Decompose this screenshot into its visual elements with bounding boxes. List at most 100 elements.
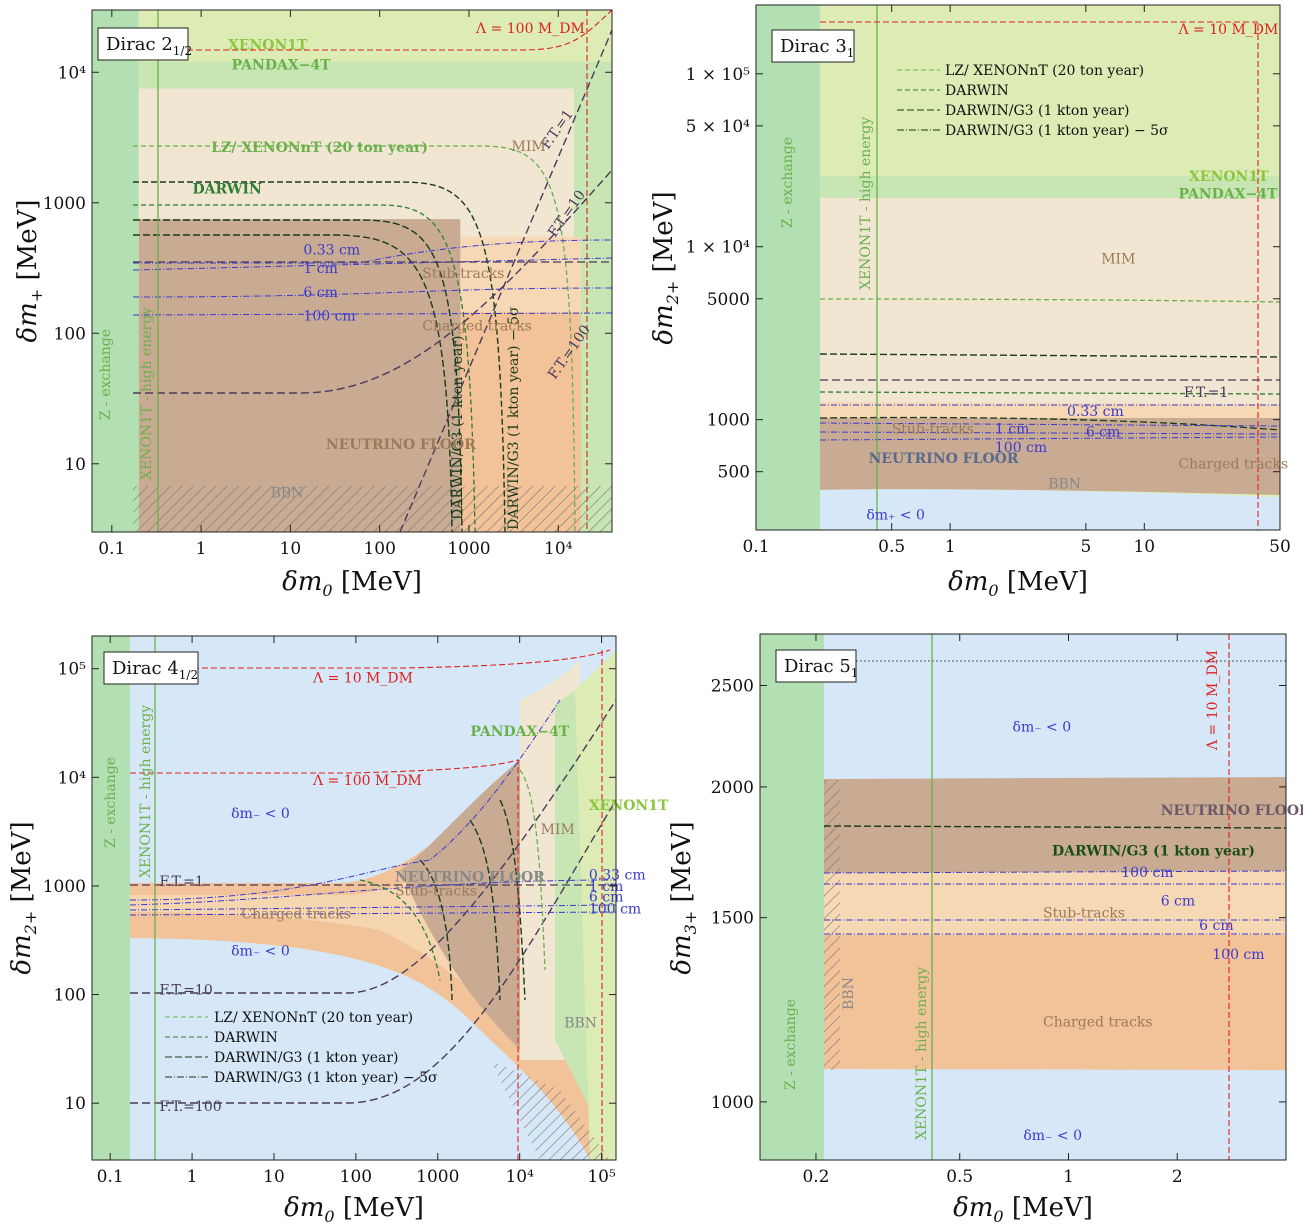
p3-title-sub: 1 bbox=[851, 666, 859, 680]
annotation-xenon1t: XENON1T bbox=[228, 37, 308, 53]
y-tick-label: 2000 bbox=[711, 778, 754, 798]
y-tick-label: 100 bbox=[54, 324, 86, 344]
stub-tracks-region bbox=[820, 402, 1280, 418]
p0-title-box: Dirac 21/2 bbox=[97, 27, 192, 61]
annotation-charged-tracks: Charged tracks bbox=[422, 318, 532, 334]
annotation-1-cm: 1 cm bbox=[995, 422, 1029, 438]
darwin-g3-5s-curve bbox=[819, 416, 1281, 431]
annotation-neutrino-floor: NEUTRINO FLOOR bbox=[1161, 803, 1303, 819]
charged-tracks-region bbox=[824, 935, 1286, 1070]
p0-region-layer bbox=[92, 10, 612, 533]
x-tick-label: 0.5 bbox=[946, 1167, 973, 1187]
annotation-0-33-cm: 0.33 cm bbox=[303, 243, 360, 259]
annotation-stub-tracks: Stub-tracks bbox=[1043, 906, 1125, 922]
annotation-xenon1t: XENON1T bbox=[1189, 169, 1269, 185]
x-tick-label: 0.1 bbox=[742, 537, 769, 557]
track-length-6cm bbox=[132, 287, 613, 298]
legend-darwin: DARWIN bbox=[945, 83, 1009, 99]
y-tick-label: 100 bbox=[54, 986, 86, 1006]
y-tick-label: 1500 bbox=[711, 909, 754, 929]
annotation-pandax-4t: PANDAX−4T bbox=[470, 724, 570, 740]
track-100cm bbox=[129, 911, 617, 916]
p1-ylabel: δm2+ [MeV] bbox=[649, 191, 682, 344]
annotation-1-cm: 1 cm bbox=[589, 879, 623, 895]
darwin-g3-curve bbox=[823, 825, 1287, 829]
annotation--100-m-dm: Λ = 100 M_DM bbox=[312, 773, 422, 789]
annotation-100-cm: 100 cm bbox=[303, 309, 355, 325]
panel-dirac-5-1: Z - exchange XENON1T - high energy BBN Λ… bbox=[667, 633, 1303, 1225]
annotation-bbn: BBN bbox=[271, 486, 304, 502]
p1-axes: 0.1 0.5 1 5 10 50 500 1000 5000 1 × 10⁴ 5 × 10⁴ 1 ×… bbox=[686, 5, 1291, 557]
neutrino-floor-region bbox=[824, 777, 1286, 873]
y-tick-label: 1000 bbox=[43, 877, 86, 897]
x-tick-label: 10 bbox=[280, 539, 302, 559]
region-neutrino-floor bbox=[138, 219, 461, 532]
darwin-g3-curve-2 bbox=[469, 819, 501, 1001]
x-tick-label: 100 bbox=[363, 539, 395, 559]
x-tick-label: 1000 bbox=[416, 1167, 459, 1187]
pandax-region bbox=[820, 176, 1280, 198]
annotation-darwin: DARWIN bbox=[192, 181, 262, 197]
lambda-curve bbox=[820, 21, 1259, 530]
annotation-stub-tracks: Stub-tracks bbox=[892, 422, 974, 438]
p2-xlabel: δm0 [MeV] bbox=[284, 1193, 424, 1225]
x-tick-label: 10⁴ bbox=[544, 539, 573, 559]
ft100-curve bbox=[130, 799, 617, 1104]
bbn-hatch bbox=[490, 1060, 610, 1160]
y-tick-label: 500 bbox=[718, 463, 750, 483]
p3-title: Dirac 5 bbox=[784, 656, 851, 677]
annotation-pandax-4t: PANDAX−4T bbox=[1178, 187, 1278, 203]
y-tick-label: 1000 bbox=[711, 1093, 754, 1113]
z-exchange-label: Z - exchange bbox=[98, 329, 114, 420]
x-tick-label: 0.1 bbox=[98, 539, 125, 559]
svg-text:Dirac 21/2: Dirac 21/2 bbox=[106, 34, 192, 58]
track-100cm bbox=[823, 870, 1287, 874]
p3-axes: 0.2 0.5 1 2 1000 1500 2000 2500 bbox=[711, 634, 1286, 1187]
p3-ylabel: δm3+ [MeV] bbox=[667, 821, 700, 974]
y-tick-label: 2500 bbox=[711, 677, 754, 697]
annotation-6-cm: 6 cm bbox=[1161, 894, 1195, 910]
bbn-hatch bbox=[824, 780, 840, 1070]
panel-dirac-3-1: Z - exchange XENON1T - high energy LZ/ X… bbox=[649, 4, 1291, 600]
annotation-100-cm: 100 cm bbox=[995, 440, 1047, 456]
x-tick-label: 50 bbox=[1269, 537, 1291, 557]
svg-text:Dirac 41/2: Dirac 41/2 bbox=[112, 658, 198, 682]
x-tick-label: 0.2 bbox=[802, 1167, 829, 1187]
xenon-he-label: XENON1T - high energy bbox=[914, 967, 930, 1140]
annotation-f-t-100: F.T.=100 bbox=[159, 1099, 221, 1115]
annotation-charged-tracks: Charged tracks bbox=[1043, 1015, 1153, 1031]
annotation-f-t-10: F.T.=10 bbox=[159, 983, 212, 999]
track-length-100cm bbox=[132, 312, 613, 316]
annotation-bbn: BBN bbox=[564, 1015, 597, 1031]
p1-labels: XENON1T PANDAX−4T MIM F.T.=1 0.33 cm Stub-tra… bbox=[866, 22, 1288, 523]
darwin-curve bbox=[819, 391, 1281, 395]
annotation-6-cm: 6 cm bbox=[589, 889, 623, 905]
p2-title: Dirac 4 bbox=[112, 658, 179, 679]
darwin-g3-curve bbox=[133, 219, 463, 533]
annotation-charged-tracks: Charged tracks bbox=[241, 907, 351, 923]
x-tick-label: 1 bbox=[187, 1167, 198, 1187]
darwin-curve bbox=[359, 879, 441, 981]
x-tick-label: 1 bbox=[196, 539, 207, 559]
annotation-pandax-4t: PANDAX−4T bbox=[232, 57, 332, 73]
p2-title-box: Dirac 41/2 bbox=[103, 651, 199, 685]
p2-legend: LZ/ XENONnT (20 ton year) DARWIN DARWIN/… bbox=[165, 1010, 438, 1086]
legend-darwin-g3: DARWIN/G3 (1 kton year) bbox=[945, 103, 1130, 119]
annotation-xenon1t: XENON1T bbox=[589, 798, 669, 814]
legend-lz: LZ/ XENONnT (20 ton year) bbox=[945, 63, 1144, 79]
region-z-exchange bbox=[92, 10, 139, 532]
y-tick-label: 10 bbox=[64, 1094, 86, 1114]
y-tick-label: 1000 bbox=[707, 411, 750, 431]
lambda100-curve bbox=[130, 759, 519, 1160]
svg-text:Dirac 51: Dirac 51 bbox=[784, 656, 858, 680]
svg-text:Dirac 31: Dirac 31 bbox=[780, 36, 854, 60]
annotation-mim: MIM bbox=[512, 139, 546, 155]
y-tick-label: 1000 bbox=[43, 194, 86, 214]
legend-darwin-g3-5s: DARWIN/G3 (1 kton year) − 5σ bbox=[214, 1070, 438, 1086]
x-tick-label: 10 bbox=[263, 1167, 285, 1187]
x-tick-label: 5 bbox=[1080, 537, 1091, 557]
y-tick-label: 10⁴ bbox=[58, 63, 87, 83]
p3-title-box: Dirac 51 bbox=[775, 649, 858, 683]
z-exchange-label: Z - exchange bbox=[783, 999, 799, 1090]
annotation--100-m-dm: Λ = 100 M_DM bbox=[475, 21, 585, 37]
